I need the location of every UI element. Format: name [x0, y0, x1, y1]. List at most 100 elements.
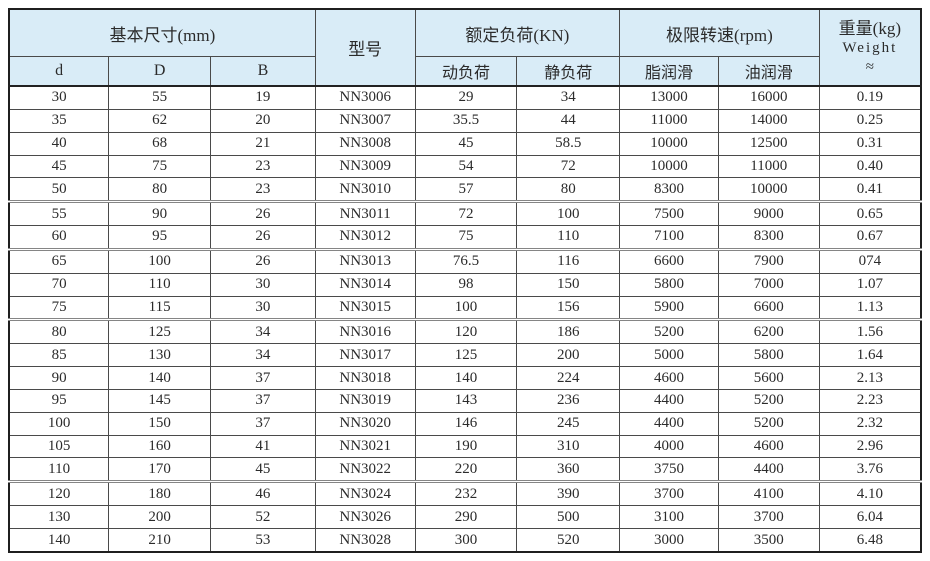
cell-D: 55 [108, 84, 212, 110]
cell-D: 210 [108, 528, 212, 553]
cell-D: 180 [108, 481, 212, 507]
table-row: 60 95 26 NN3012 75 110 7100 8300 0.67 [8, 225, 922, 251]
header-limit-speed: 极限转速(rpm) [619, 8, 820, 57]
table-row: 120 180 46 NN3024 232 390 3700 4100 4.10 [8, 481, 922, 507]
cell-d: 40 [8, 131, 110, 156]
cell-d: 80 [8, 319, 110, 345]
cell-B: 26 [210, 201, 316, 227]
table-row: 75 115 30 NN3015 100 156 5900 6600 1.13 [8, 295, 922, 322]
cell-weight: 0.40 [818, 154, 922, 179]
cell-static-load: 200 [516, 343, 621, 368]
cell-dynamic-load: 29 [414, 84, 518, 110]
cell-dynamic-load: 100 [414, 295, 518, 322]
cell-d: 130 [8, 505, 110, 529]
cell-weight: 3.76 [818, 457, 922, 484]
cell-dynamic-load: 146 [414, 411, 518, 436]
cell-static-load: 44 [516, 108, 621, 133]
cell-grease-speed: 4600 [619, 366, 719, 390]
cell-d: 85 [8, 343, 110, 368]
cell-weight: 0.25 [818, 108, 922, 133]
cell-d: 140 [8, 528, 110, 553]
table-row: 55 90 26 NN3011 72 100 7500 9000 0.65 [8, 201, 922, 227]
header-model: 型号 [314, 8, 416, 87]
cell-static-load: 360 [516, 457, 621, 484]
subheader-d: d [8, 56, 110, 87]
cell-model: NN3010 [314, 177, 416, 204]
cell-dynamic-load: 76.5 [414, 248, 518, 274]
cell-B: 34 [210, 343, 316, 368]
subheader-oil-lubrication: 油润滑 [717, 56, 820, 87]
cell-d: 75 [8, 295, 110, 322]
cell-model: NN3013 [314, 248, 416, 274]
cell-B: 30 [210, 272, 316, 297]
cell-dynamic-load: 57 [414, 177, 518, 204]
cell-oil-speed: 4100 [717, 481, 820, 507]
cell-grease-speed: 4400 [619, 411, 719, 436]
cell-grease-speed: 4400 [619, 388, 719, 413]
cell-weight: 2.13 [818, 366, 922, 390]
cell-model: NN3012 [314, 225, 416, 251]
cell-weight: 0.41 [818, 177, 922, 204]
cell-weight: 2.23 [818, 388, 922, 413]
cell-dynamic-load: 140 [414, 366, 518, 390]
cell-model: NN3028 [314, 528, 416, 553]
subheader-static-load: 静负荷 [516, 56, 621, 87]
cell-d: 70 [8, 272, 110, 297]
cell-grease-speed: 5000 [619, 343, 719, 368]
cell-oil-speed: 5200 [717, 388, 820, 413]
cell-static-load: 236 [516, 388, 621, 413]
cell-model: NN3017 [314, 343, 416, 368]
cell-B: 21 [210, 131, 316, 156]
cell-static-load: 186 [516, 319, 621, 345]
cell-D: 80 [108, 177, 212, 204]
cell-d: 110 [8, 457, 110, 484]
cell-oil-speed: 4600 [717, 434, 820, 459]
cell-static-load: 150 [516, 272, 621, 297]
table-row: 105 160 41 NN3021 190 310 4000 4600 2.96 [8, 434, 922, 459]
cell-grease-speed: 3000 [619, 528, 719, 553]
cell-oil-speed: 5200 [717, 411, 820, 436]
cell-weight: 1.56 [818, 319, 922, 345]
header-weight-label: 重量(kg) [838, 19, 901, 39]
cell-grease-speed: 3750 [619, 457, 719, 484]
cell-static-load: 34 [516, 84, 621, 110]
cell-oil-speed: 6600 [717, 295, 820, 322]
cell-weight: 0.65 [818, 201, 922, 227]
cell-model: NN3024 [314, 481, 416, 507]
cell-d: 50 [8, 177, 110, 204]
cell-static-load: 72 [516, 154, 621, 179]
cell-grease-speed: 4000 [619, 434, 719, 459]
header-rated-load: 额定负荷(KN) [414, 8, 621, 57]
cell-D: 75 [108, 154, 212, 179]
cell-B: 53 [210, 528, 316, 553]
table-row: 40 68 21 NN3008 45 58.5 10000 12500 0.31 [8, 131, 922, 156]
cell-grease-speed: 5200 [619, 319, 719, 345]
cell-model: NN3015 [314, 295, 416, 322]
table-header: 基本尺寸(mm) 型号 额定负荷(KN) 极限转速(rpm) 重量(kg) We… [8, 8, 922, 87]
cell-static-load: 58.5 [516, 131, 621, 156]
cell-d: 105 [8, 434, 110, 459]
cell-B: 26 [210, 248, 316, 274]
table-row: 70 110 30 NN3014 98 150 5800 7000 1.07 [8, 272, 922, 297]
cell-model: NN3019 [314, 388, 416, 413]
cell-B: 45 [210, 457, 316, 484]
cell-B: 23 [210, 177, 316, 204]
cell-dynamic-load: 120 [414, 319, 518, 345]
cell-weight: 0.19 [818, 84, 922, 110]
cell-static-load: 100 [516, 201, 621, 227]
header-weight-approx-symbol: ≈ [865, 59, 874, 76]
cell-static-load: 245 [516, 411, 621, 436]
cell-weight: 2.32 [818, 411, 922, 436]
table-row: 45 75 23 NN3009 54 72 10000 11000 0.40 [8, 154, 922, 179]
table-row: 80 125 34 NN3016 120 186 5200 6200 1.56 [8, 319, 922, 345]
cell-oil-speed: 9000 [717, 201, 820, 227]
cell-oil-speed: 5800 [717, 343, 820, 368]
cell-model: NN3009 [314, 154, 416, 179]
cell-weight: 0.67 [818, 225, 922, 251]
cell-static-load: 390 [516, 481, 621, 507]
cell-d: 65 [8, 248, 110, 274]
cell-B: 52 [210, 505, 316, 529]
cell-grease-speed: 13000 [619, 84, 719, 110]
cell-dynamic-load: 45 [414, 131, 518, 156]
cell-D: 95 [108, 225, 212, 251]
